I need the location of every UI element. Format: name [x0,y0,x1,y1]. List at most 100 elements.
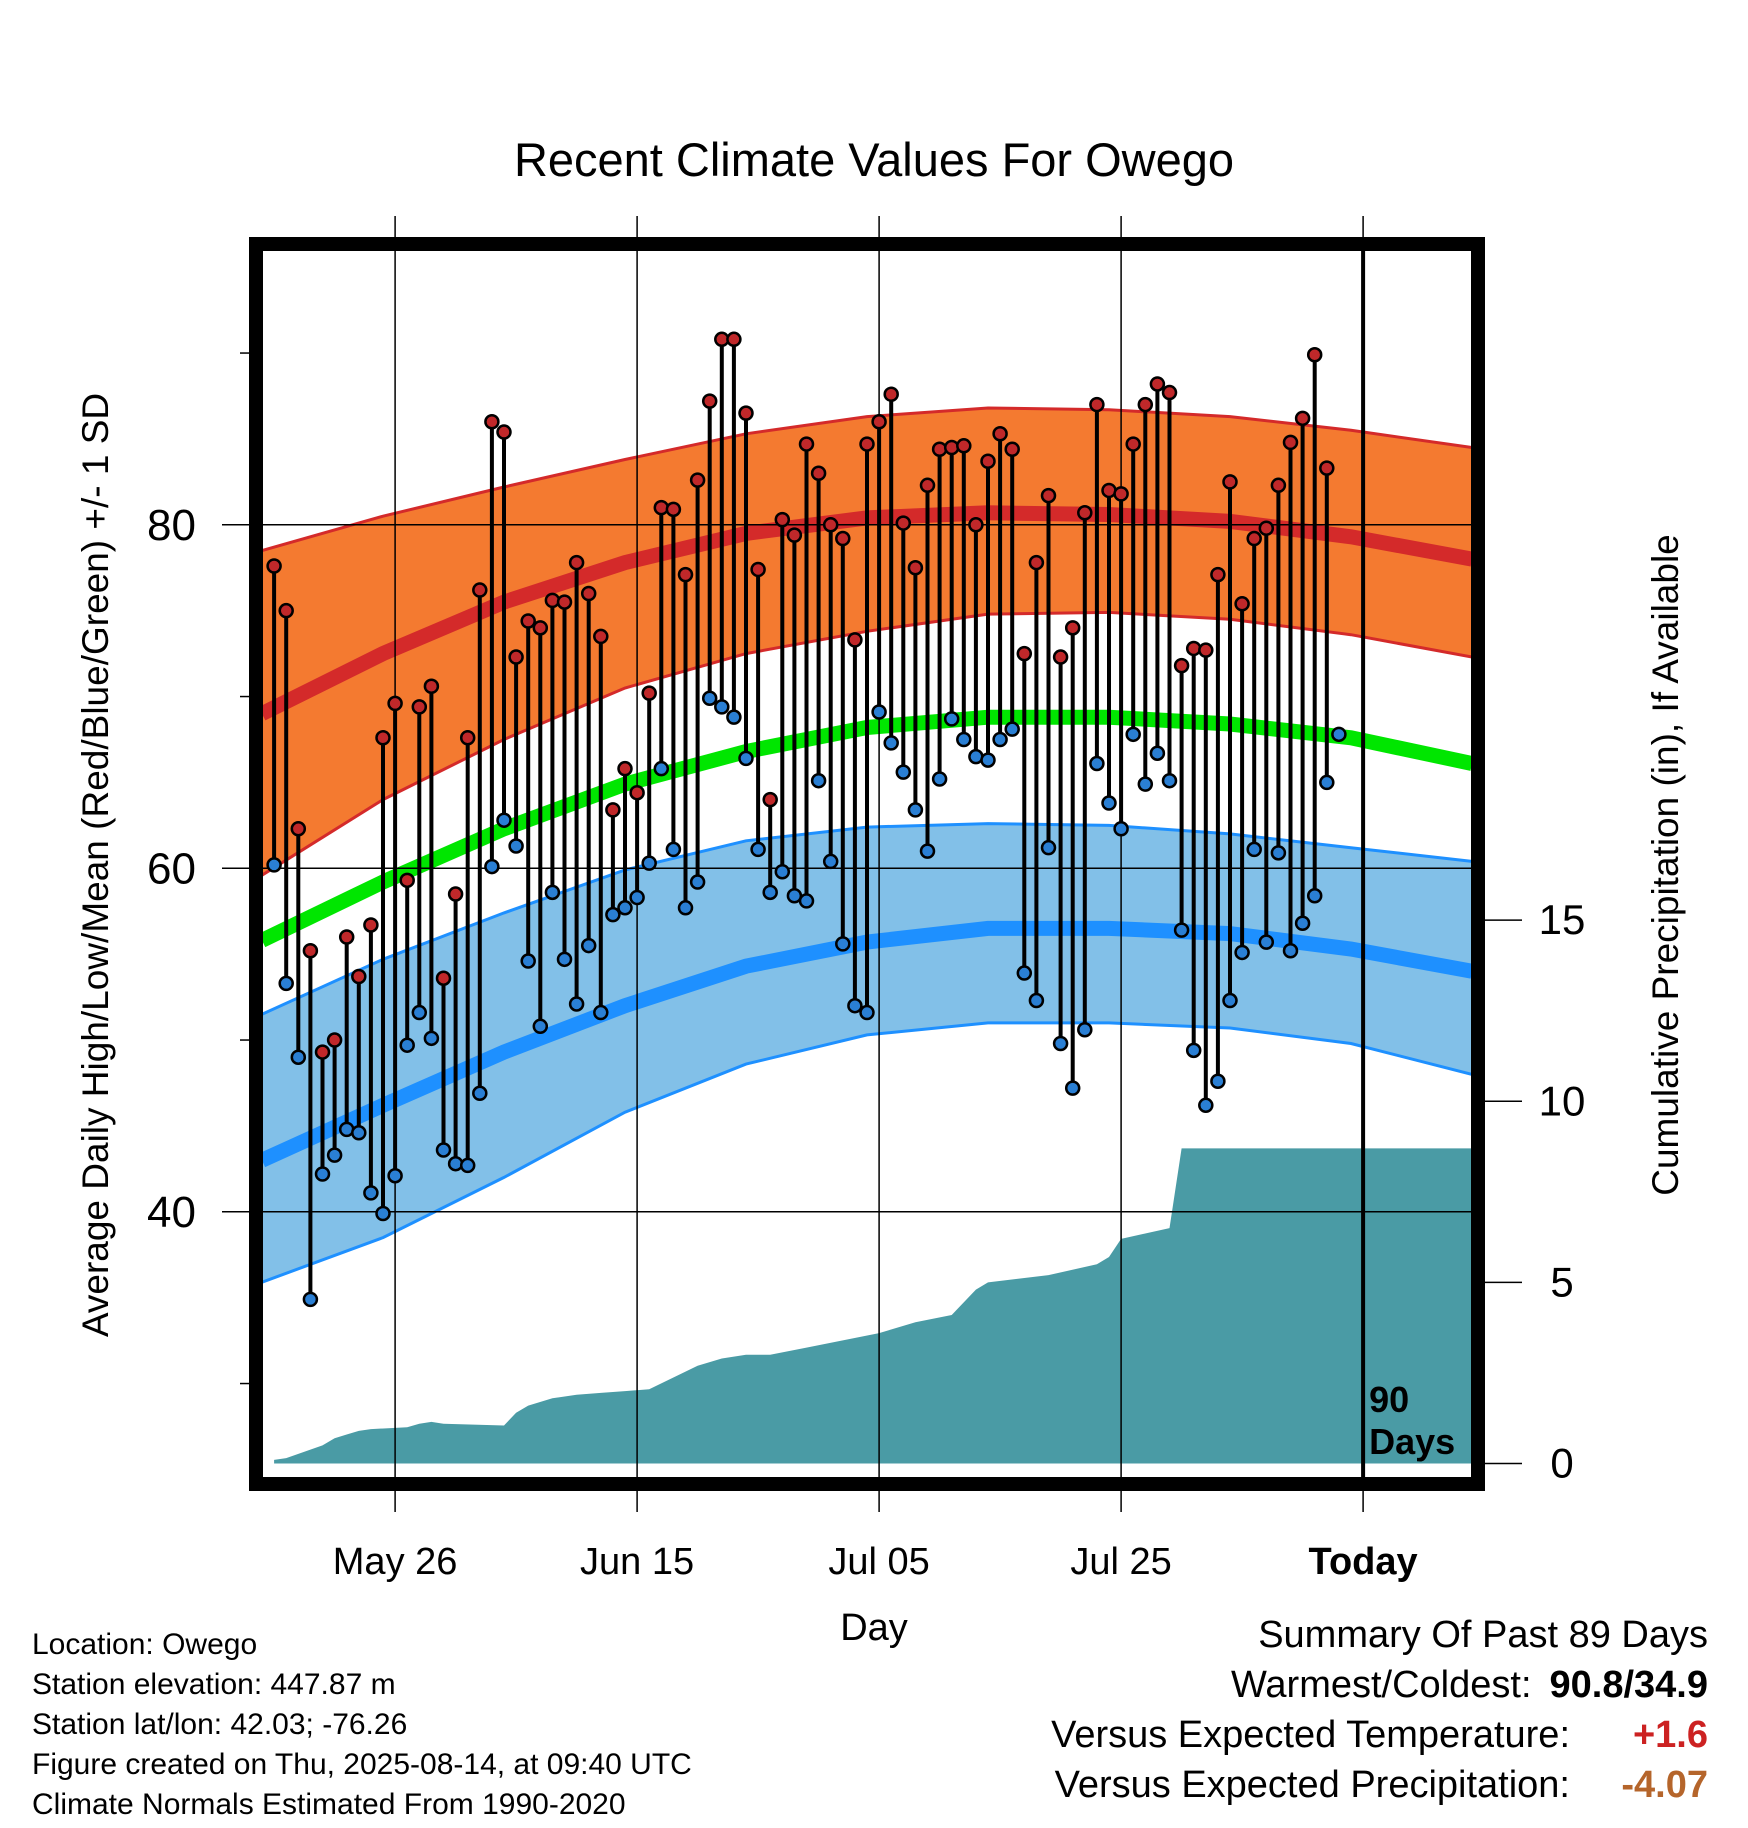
daily-low-point [568,996,585,1012]
daily-low-point [847,997,863,1014]
daily-high-point [847,632,863,648]
daily-low-point [810,772,827,789]
daily-high-point [580,585,597,602]
daily-high-point [883,386,899,403]
daily-low-point [556,951,573,968]
daily-high-point [1113,486,1129,502]
chart-title: Recent Climate Values For Owego [514,133,1234,186]
daily-high-point [822,517,839,533]
y-axis-left-title: Average Daily High/Low/Mean (Red/Blue/Gr… [75,393,116,1337]
daily-high-point [472,582,488,598]
daily-high-point [689,472,706,488]
daily-low-point [508,838,524,854]
daily-high-point [1222,474,1238,490]
daily-high-point [1319,460,1335,476]
daily-high-point [750,561,766,578]
daily-low-point [629,889,645,906]
info-location: Location: Owego [32,1628,258,1661]
daily-high-point [302,942,319,959]
daily-high-point [508,649,524,665]
daily-low-point [774,863,791,880]
daily-high-point [1234,596,1250,612]
daily-high-point [1282,434,1299,451]
summary-temp-value: +1.6 [1632,1714,1708,1756]
summary-warm-cold-value: 90.8/34.9 [1549,1664,1708,1706]
daily-high-point [726,331,742,348]
daily-high-point [605,802,621,818]
daily-high-point [520,613,536,629]
daily-low-point [1294,915,1311,932]
daily-low-point [689,874,706,890]
daily-high-point [810,465,827,482]
daily-low-point [1149,745,1166,761]
daily-high-point [1028,554,1045,571]
daily-low-point [484,858,500,875]
y-left-tick-label: 60 [147,844,196,893]
today-marker-label: Days [1369,1421,1455,1462]
y-left-tick-label: 40 [147,1188,196,1237]
daily-high-point [629,784,645,801]
daily-high-point [1149,376,1166,392]
daily-low-point [1246,841,1262,858]
daily-low-point [653,760,670,777]
daily-low-point [1137,776,1154,792]
daily-low-point [762,884,778,901]
daily-high-point [338,929,355,945]
daily-low-point [593,1004,609,1021]
daily-high-point [326,1032,343,1048]
daily-high-point [1270,477,1287,494]
daily-high-point [1258,520,1275,536]
summary-precip-value: -4.07 [1621,1764,1708,1806]
daily-low-point [363,1185,379,1201]
daily-high-point [859,436,875,452]
daily-low-point [290,1049,307,1065]
daily-low-point [665,841,682,858]
daily-low-point [931,771,948,787]
daily-low-point [895,764,912,780]
daily-low-point [883,735,899,751]
daily-high-point [762,791,778,808]
daily-low-point [822,853,839,870]
daily-high-point [665,501,682,518]
daily-low-point [544,884,561,901]
x-tick-label: Today [1309,1541,1418,1583]
daily-low-point [943,711,960,727]
summary-heading: Summary Of Past 89 Days [1258,1614,1708,1656]
info-created: Figure created on Thu, 2025-08-14, at 09… [32,1748,692,1781]
daily-high-point [641,685,657,701]
daily-high-point [1016,645,1033,662]
daily-high-point [447,886,464,902]
daily-low-point [992,731,1008,748]
high-sd-upper-line [262,406,1472,553]
daily-high-point [399,872,415,889]
daily-low-point [835,936,851,952]
precip-area [274,1148,1472,1464]
info-normals: Climate Normals Estimated From 1990-2020 [32,1788,626,1821]
daily-high-point [1294,410,1311,427]
y-right-tick-label: 5 [1550,1258,1573,1305]
daily-low-point [278,975,294,992]
daily-low-point [387,1167,403,1184]
daily-low-point [532,1018,549,1035]
daily-high-point [677,566,694,583]
daily-low-point [1210,1073,1226,1090]
axes: May 26 Jun 15 Jul 05 Jul 25 Today 40 60 80 0 5 10 1… [147,216,1585,1583]
y-right-tick-label: 0 [1550,1440,1573,1487]
daily-high-point [568,554,585,571]
daily-low-point [726,709,742,725]
daily-high-point [701,393,718,409]
daily-high-point [375,730,391,746]
daily-high-point [435,970,452,986]
daily-high-point [919,477,936,494]
daily-high-point [1004,441,1020,457]
daily-high-point [1040,487,1057,504]
daily-high-point [1137,396,1154,413]
daily-high-point [290,821,307,837]
daily-low-point [871,704,887,720]
daily-low-point [1173,922,1190,938]
y-left-tick-label: 80 [147,501,196,550]
summary-warm-cold-label: Warmest/Coldest: [1230,1664,1532,1706]
daily-low-point [326,1147,343,1163]
summary-temp-label: Versus Expected Temperature: [1051,1714,1570,1756]
